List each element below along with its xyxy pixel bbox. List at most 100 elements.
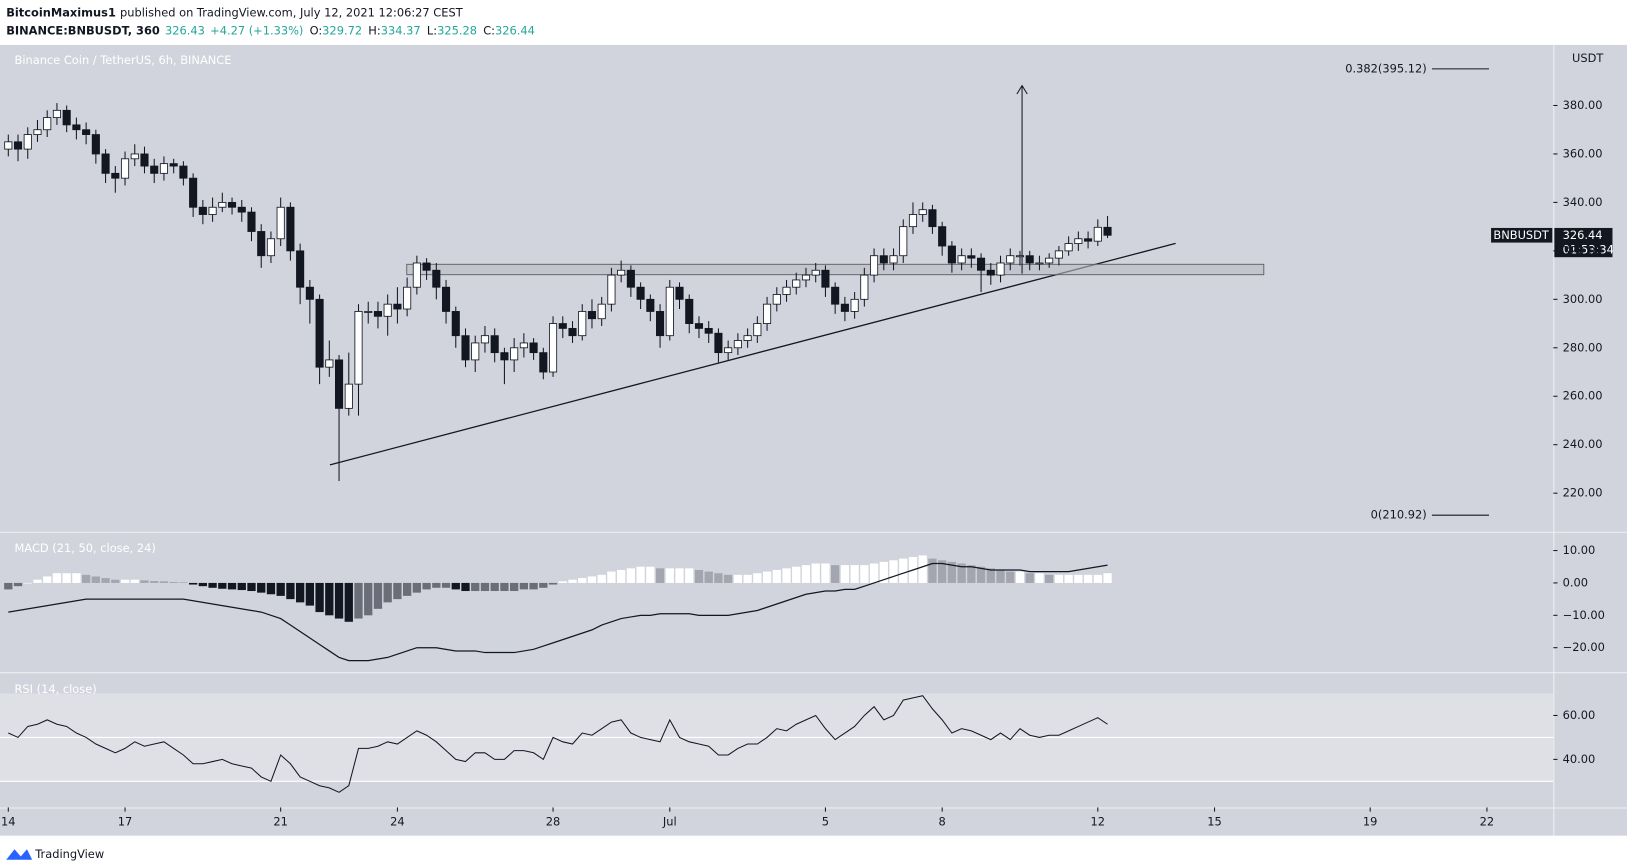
candle-body [412,262,421,288]
histogram-bar [840,565,850,583]
ohlc-label: H: [368,23,380,37]
candle-body [286,206,295,252]
histogram-bar [655,568,665,583]
candle-body [72,124,81,131]
candle-body [334,359,344,409]
histogram-bar [821,563,830,583]
price-tag-symbol: BNBUSDT [1493,228,1549,242]
histogram-bar [1064,574,1073,583]
candle-body [33,129,42,135]
candle-body [1045,257,1054,264]
candle-body [4,141,13,150]
candle-body [986,269,995,276]
candle-body [373,311,383,317]
candle-body [685,298,694,324]
y-tick-label: 320.00 [1563,243,1603,257]
histogram-bar [607,571,616,583]
pane-title: Binance Coin / TetherUS, 6h, BINANCE [15,53,232,67]
histogram-bar [247,582,256,592]
rsi-line [8,695,1108,793]
histogram-bar [1074,574,1083,583]
histogram-bar [43,576,52,583]
histogram-bar [480,582,490,592]
candle-body [325,359,334,368]
trend-line [329,242,1176,466]
candle-body [753,323,762,337]
candle-body [821,269,830,288]
candle-body [218,201,227,208]
candle-body [782,286,791,295]
histogram-bar [140,580,149,583]
candle-body [383,303,392,317]
histogram-bar [402,582,412,596]
candle-body [364,311,373,313]
candle-body [879,255,888,264]
histogram-bar [1045,574,1054,583]
x-tick-label: 28 [546,815,561,829]
histogram-bar [519,582,529,590]
histogram-bar [441,582,451,588]
histogram-bar [334,582,344,619]
histogram-bar [257,582,266,593]
histogram-bar [490,582,499,592]
histogram-bar [159,581,169,583]
histogram-bar [986,568,995,583]
candle-body [490,335,499,354]
histogram-bar [646,566,655,583]
histogram-bar [509,582,519,592]
candle-body [354,311,363,385]
histogram-bar [548,582,558,585]
histogram-bar [636,566,645,583]
candle-body [967,255,976,259]
y-tick-label: 340.00 [1563,195,1603,209]
histogram-bar [169,581,178,583]
histogram-bar [81,574,91,583]
price-tag-symbol-bg [1491,227,1553,243]
histogram-bar [461,582,470,592]
author: BitcoinMaximus1 [6,5,116,19]
histogram-bar [52,573,62,583]
y-tick-label: −10.00 [1563,608,1605,622]
histogram-bar [91,576,101,583]
candle-body [344,383,353,409]
histogram-bar [208,582,217,588]
candle-body [62,109,71,126]
candle-body [266,238,275,257]
candle-body [451,311,460,337]
candle-body [656,311,665,337]
candle-body [539,352,548,373]
candle-body [120,158,130,179]
candle-body [792,279,801,288]
candle-body [957,255,966,264]
x-tick-label: 8 [939,815,946,829]
x-tick-label: 15 [1207,815,1222,829]
candle-body [111,172,120,179]
candle-body [811,269,820,276]
candle-body [1035,262,1044,265]
histogram-bar [801,565,811,583]
candle-body [1054,250,1063,259]
histogram-bar [422,582,431,590]
histogram-bar [1093,574,1102,583]
histogram-bar [665,568,674,583]
candle-body [860,274,869,300]
candle-body [43,117,52,131]
candle-body [549,323,558,373]
candle-body [889,255,898,264]
histogram-bar [869,563,879,583]
histogram-bar [938,560,947,583]
histogram-bar [432,582,441,588]
price-tag-countdown: 01:53:34 [1563,242,1614,256]
symbol-line: BINANCE:BNBUSDT, 360 326.43 +4.27 (+1.33%)… [6,23,535,37]
price-tag-value: 326.44 [1563,228,1603,242]
histogram-bar [743,574,752,583]
candle-body [908,214,918,228]
candle-body [977,257,986,271]
candle-body [587,311,597,320]
last-price: 326.43 [165,23,205,37]
histogram-bar [811,563,820,583]
histogram-bar [471,582,480,592]
histogram-bar [23,582,32,584]
histogram-bar [150,580,159,583]
histogram-bar [130,579,139,583]
